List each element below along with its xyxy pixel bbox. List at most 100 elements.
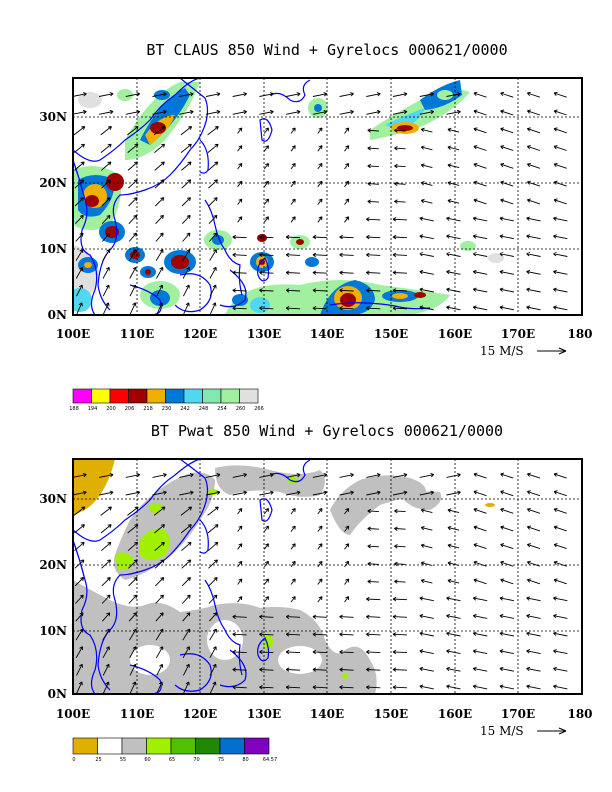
claus-wind-arrow: [290, 180, 296, 188]
claus-x-tick-170e: 170E: [501, 327, 535, 341]
pwat-wind-arrow: [263, 507, 269, 515]
claus-grid: [73, 78, 582, 315]
claus-wind-arrow: [237, 216, 243, 223]
pwat-wind-arrow: [179, 472, 194, 478]
claus-wind-arrow: [99, 109, 114, 115]
pwat-wind-arrow: [367, 579, 379, 584]
pwat-wind-arrow: [394, 508, 406, 514]
claus-wind-arrow: [181, 161, 192, 171]
pwat-wind-arrow: [290, 543, 296, 550]
claus-wind-arrow: [472, 287, 488, 293]
pwat-wind-arrow: [76, 681, 83, 694]
pwat-wind-arrow: [526, 649, 541, 655]
pwat-wind-arrow: [526, 666, 541, 672]
pwat-map-title: BT Pwat 850 Wind + Gyrelocs 000621/0000: [151, 422, 503, 440]
pwat-wind-arrow: [367, 508, 379, 514]
pwat-wind-arrow: [394, 579, 406, 584]
claus-wind-arrow: [420, 198, 433, 204]
pwat-wind-arrow: [553, 613, 568, 619]
pwat-wind-arrow: [472, 596, 488, 602]
pwat-wind-arrow: [339, 667, 354, 672]
pwat-wind-arrow: [553, 596, 568, 602]
pwat-wind-arrow: [312, 667, 327, 672]
claus-wind-arrow: [76, 284, 83, 297]
claus-reference-vector-label: 15 M/S: [480, 344, 524, 358]
pwat-wind-arrow: [419, 596, 434, 602]
pwat-wind-arrow: [317, 543, 323, 550]
pwat-wind-arrow: [290, 507, 296, 515]
claus-wind-arrow: [285, 270, 301, 275]
pwat-wind-arrow: [75, 612, 84, 622]
pwat-wind-arrow: [553, 525, 567, 532]
pwat-wind-arrow: [285, 685, 301, 690]
pwat-wind-arrow: [526, 525, 541, 532]
claus-wind-arrow: [366, 252, 381, 258]
claus-wind-arrow: [366, 109, 381, 115]
pwat-wind-arrow: [446, 684, 461, 690]
claus-wind-arrow: [392, 306, 408, 311]
pwat-wind-arrow: [553, 684, 568, 690]
pwat-wind-arrow: [526, 560, 541, 567]
pwat-wind-arrow: [500, 560, 514, 567]
pwat-precipitable-water-field: [73, 459, 495, 694]
claus-wind-arrow: [259, 252, 274, 258]
pwat-wind-arrow: [263, 543, 269, 550]
pwat-wind-arrow: [101, 559, 112, 569]
claus-wind-arrow: [155, 232, 164, 242]
claus-wind-arrow: [181, 214, 191, 225]
claus-colorbar-swatch: [128, 388, 148, 404]
pwat-wind-arrow: [205, 490, 221, 496]
pwat-wind-arrow: [75, 594, 84, 604]
claus-wind-arrow: [232, 288, 247, 293]
claus-wind-arrow: [526, 91, 541, 98]
claus-wind-arrow: [101, 197, 111, 207]
pwat-wind-arrow: [232, 472, 247, 478]
pwat-wind-arrow: [208, 594, 218, 604]
claus-wind-arrow: [290, 127, 296, 134]
pwat-wind-arrow: [339, 632, 354, 637]
pwat-wind-arrow: [553, 560, 567, 567]
pwat-wind-arrow: [447, 525, 460, 531]
claus-wind-arrow: [75, 214, 84, 225]
pwat-wind-arrow: [499, 649, 514, 655]
claus-wind-arrow: [367, 146, 379, 151]
claus-wind-arrow: [312, 252, 327, 258]
pwat-colorbar-label: 70: [193, 757, 199, 763]
pwat-wind-arrow: [420, 543, 433, 549]
claus-wind-arrow: [473, 145, 487, 151]
claus-wind-arrow: [553, 234, 568, 240]
pwat-wind-arrow: [420, 508, 433, 514]
pwat-colorbar-swatch: [244, 737, 270, 755]
claus-reference-vector: 15 M/S: [480, 344, 567, 358]
claus-colorbar-label: 206: [125, 406, 135, 412]
claus-wind-arrow: [472, 216, 488, 222]
pwat-wind-arrow: [394, 544, 406, 549]
claus-wind-arrow: [182, 232, 191, 242]
claus-wind-arrow: [127, 143, 139, 153]
claus-wind-arrow: [344, 180, 350, 188]
claus-wind-arrow: [339, 270, 354, 275]
claus-wind-arrow: [499, 287, 514, 293]
claus-wind-arrow: [259, 109, 274, 115]
pwat-wind-arrow: [419, 684, 434, 690]
pwat-wind-arrow: [103, 681, 110, 694]
claus-wind-arrow: [553, 109, 567, 116]
claus-wind-arrow: [553, 180, 567, 187]
pwat-wind-arrow: [553, 666, 568, 672]
pwat-wind-arrow: [312, 614, 327, 619]
pwat-wind-arrow: [447, 543, 460, 549]
pwat-wind-arrow: [286, 490, 301, 496]
pwat-wind-arrow: [209, 663, 217, 676]
pwat-wind-arrow: [208, 612, 218, 622]
claus-wind-arrow: [259, 92, 274, 97]
claus-wind-arrow: [73, 109, 87, 115]
claus-wind-arrow: [344, 162, 350, 170]
pwat-wind-arrow: [263, 560, 269, 568]
claus-wind-arrow: [419, 287, 434, 293]
pwat-wind-arrow: [74, 524, 85, 534]
claus-wind-arrow: [209, 249, 217, 261]
pwat-wind-arrow: [526, 596, 541, 602]
pwat-x-tick-160e: 160E: [438, 707, 472, 721]
pwat-wind-arrow: [420, 578, 433, 584]
